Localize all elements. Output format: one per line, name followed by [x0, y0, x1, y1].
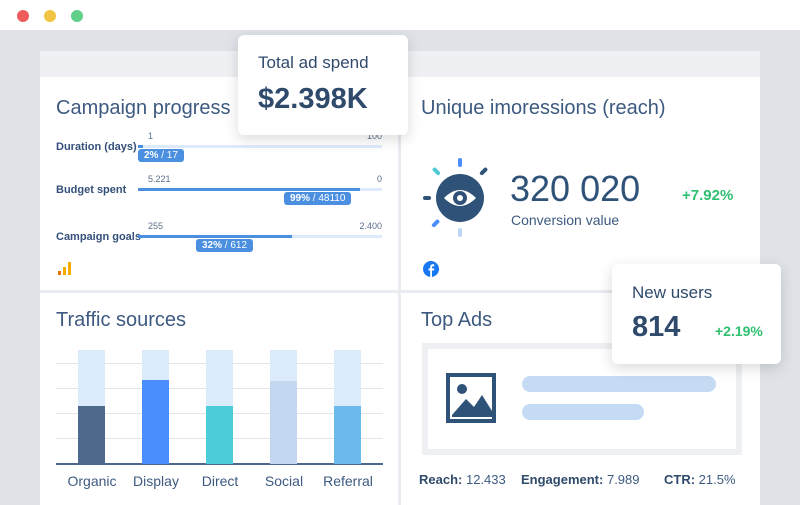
reach-change: +7.92%: [682, 187, 734, 204]
progress-label: Budget spent: [56, 184, 127, 196]
progress-bar: [138, 145, 382, 148]
bar-group: [270, 350, 297, 464]
card-value: 814: [632, 311, 681, 343]
card-change: +2.19%: [715, 323, 763, 339]
close-window-button[interactable]: [17, 10, 29, 22]
progress-start: 1: [148, 131, 154, 141]
card-label: New users: [632, 283, 713, 302]
progress-label: Campaign goals: [56, 231, 141, 243]
bar-group: [206, 350, 233, 464]
bar-referral: [334, 405, 361, 464]
panel-title: Unique imoressions (reach): [421, 97, 666, 119]
panel-title: Campaign progress: [56, 97, 231, 119]
stat-value: 21.5%: [698, 472, 736, 487]
minimize-window-button[interactable]: [44, 10, 56, 22]
new-users-card: New users 814 +2.19%: [612, 264, 781, 364]
stat-label: CTR:: [664, 472, 696, 487]
bar-group: [334, 350, 361, 464]
progress-bar: [138, 188, 382, 191]
panel-title: Traffic sources: [56, 309, 187, 331]
google-analytics-icon: [58, 262, 71, 275]
progress-fill: [138, 188, 361, 191]
progress-bar: [138, 235, 382, 238]
badge-total: / 48110: [312, 193, 346, 204]
card-value: $2.398K: [258, 83, 368, 115]
x-axis: [56, 463, 383, 465]
stat-engagement: Engagement: 7.989: [521, 472, 640, 487]
bar-direct: [206, 405, 233, 464]
progress-end: 0: [376, 174, 382, 184]
reach-subtitle: Conversion value: [511, 212, 620, 228]
progress-end: 2.400: [359, 221, 382, 231]
progress-badge: 32% / 612: [196, 239, 254, 252]
panel-title: Top Ads: [421, 309, 493, 331]
x-tick-label: Referral: [323, 473, 373, 489]
stat-value: 12.433: [465, 472, 506, 487]
bar-group: [142, 350, 169, 464]
stat-label: Engagement:: [521, 472, 604, 487]
progress-fill: [138, 145, 143, 148]
total-ad-spend-card: Total ad spend $2.398K: [238, 35, 408, 135]
bar-display: [142, 379, 169, 464]
x-tick-label: Direct: [201, 473, 239, 489]
bar-group: [78, 350, 105, 464]
stat-value: 7.989: [606, 472, 640, 487]
badge-percent: 99%: [290, 193, 311, 204]
maximize-window-button[interactable]: [71, 10, 83, 22]
ad-placeholder-line: [522, 376, 716, 392]
x-tick-label: Social: [264, 473, 304, 489]
progress-start: 255: [148, 221, 164, 231]
reach-value: 320 020: [510, 168, 641, 209]
progress-label: Duration (days): [56, 141, 137, 153]
badge-total: / 17: [161, 150, 178, 161]
progress-badge: 99% / 48110: [284, 192, 352, 205]
badge-total: / 612: [224, 240, 248, 251]
x-tick-label: Organic: [67, 473, 117, 489]
stat-reach: Reach: 12.433: [419, 472, 506, 487]
badge-percent: 32%: [202, 240, 223, 251]
stat-label: Reach:: [419, 472, 463, 487]
progress-fill: [138, 235, 292, 238]
window-titlebar: [0, 0, 800, 30]
bar-social: [270, 380, 297, 464]
stat-ctr: CTR: 21.5%: [664, 472, 736, 487]
facebook-icon: [423, 261, 439, 277]
x-tick-label: Display: [133, 473, 179, 489]
divider: [40, 290, 760, 293]
eye-icon: [423, 158, 488, 237]
badge-percent: 2%: [144, 150, 159, 161]
progress-start: 5.221: [148, 174, 171, 184]
ad-placeholder-line: [522, 404, 644, 420]
progress-end: 100: [366, 131, 382, 141]
bar-organic: [78, 405, 105, 464]
image-icon: [446, 373, 496, 423]
progress-badge: 2% / 17: [138, 149, 184, 162]
card-label: Total ad spend: [258, 53, 369, 72]
